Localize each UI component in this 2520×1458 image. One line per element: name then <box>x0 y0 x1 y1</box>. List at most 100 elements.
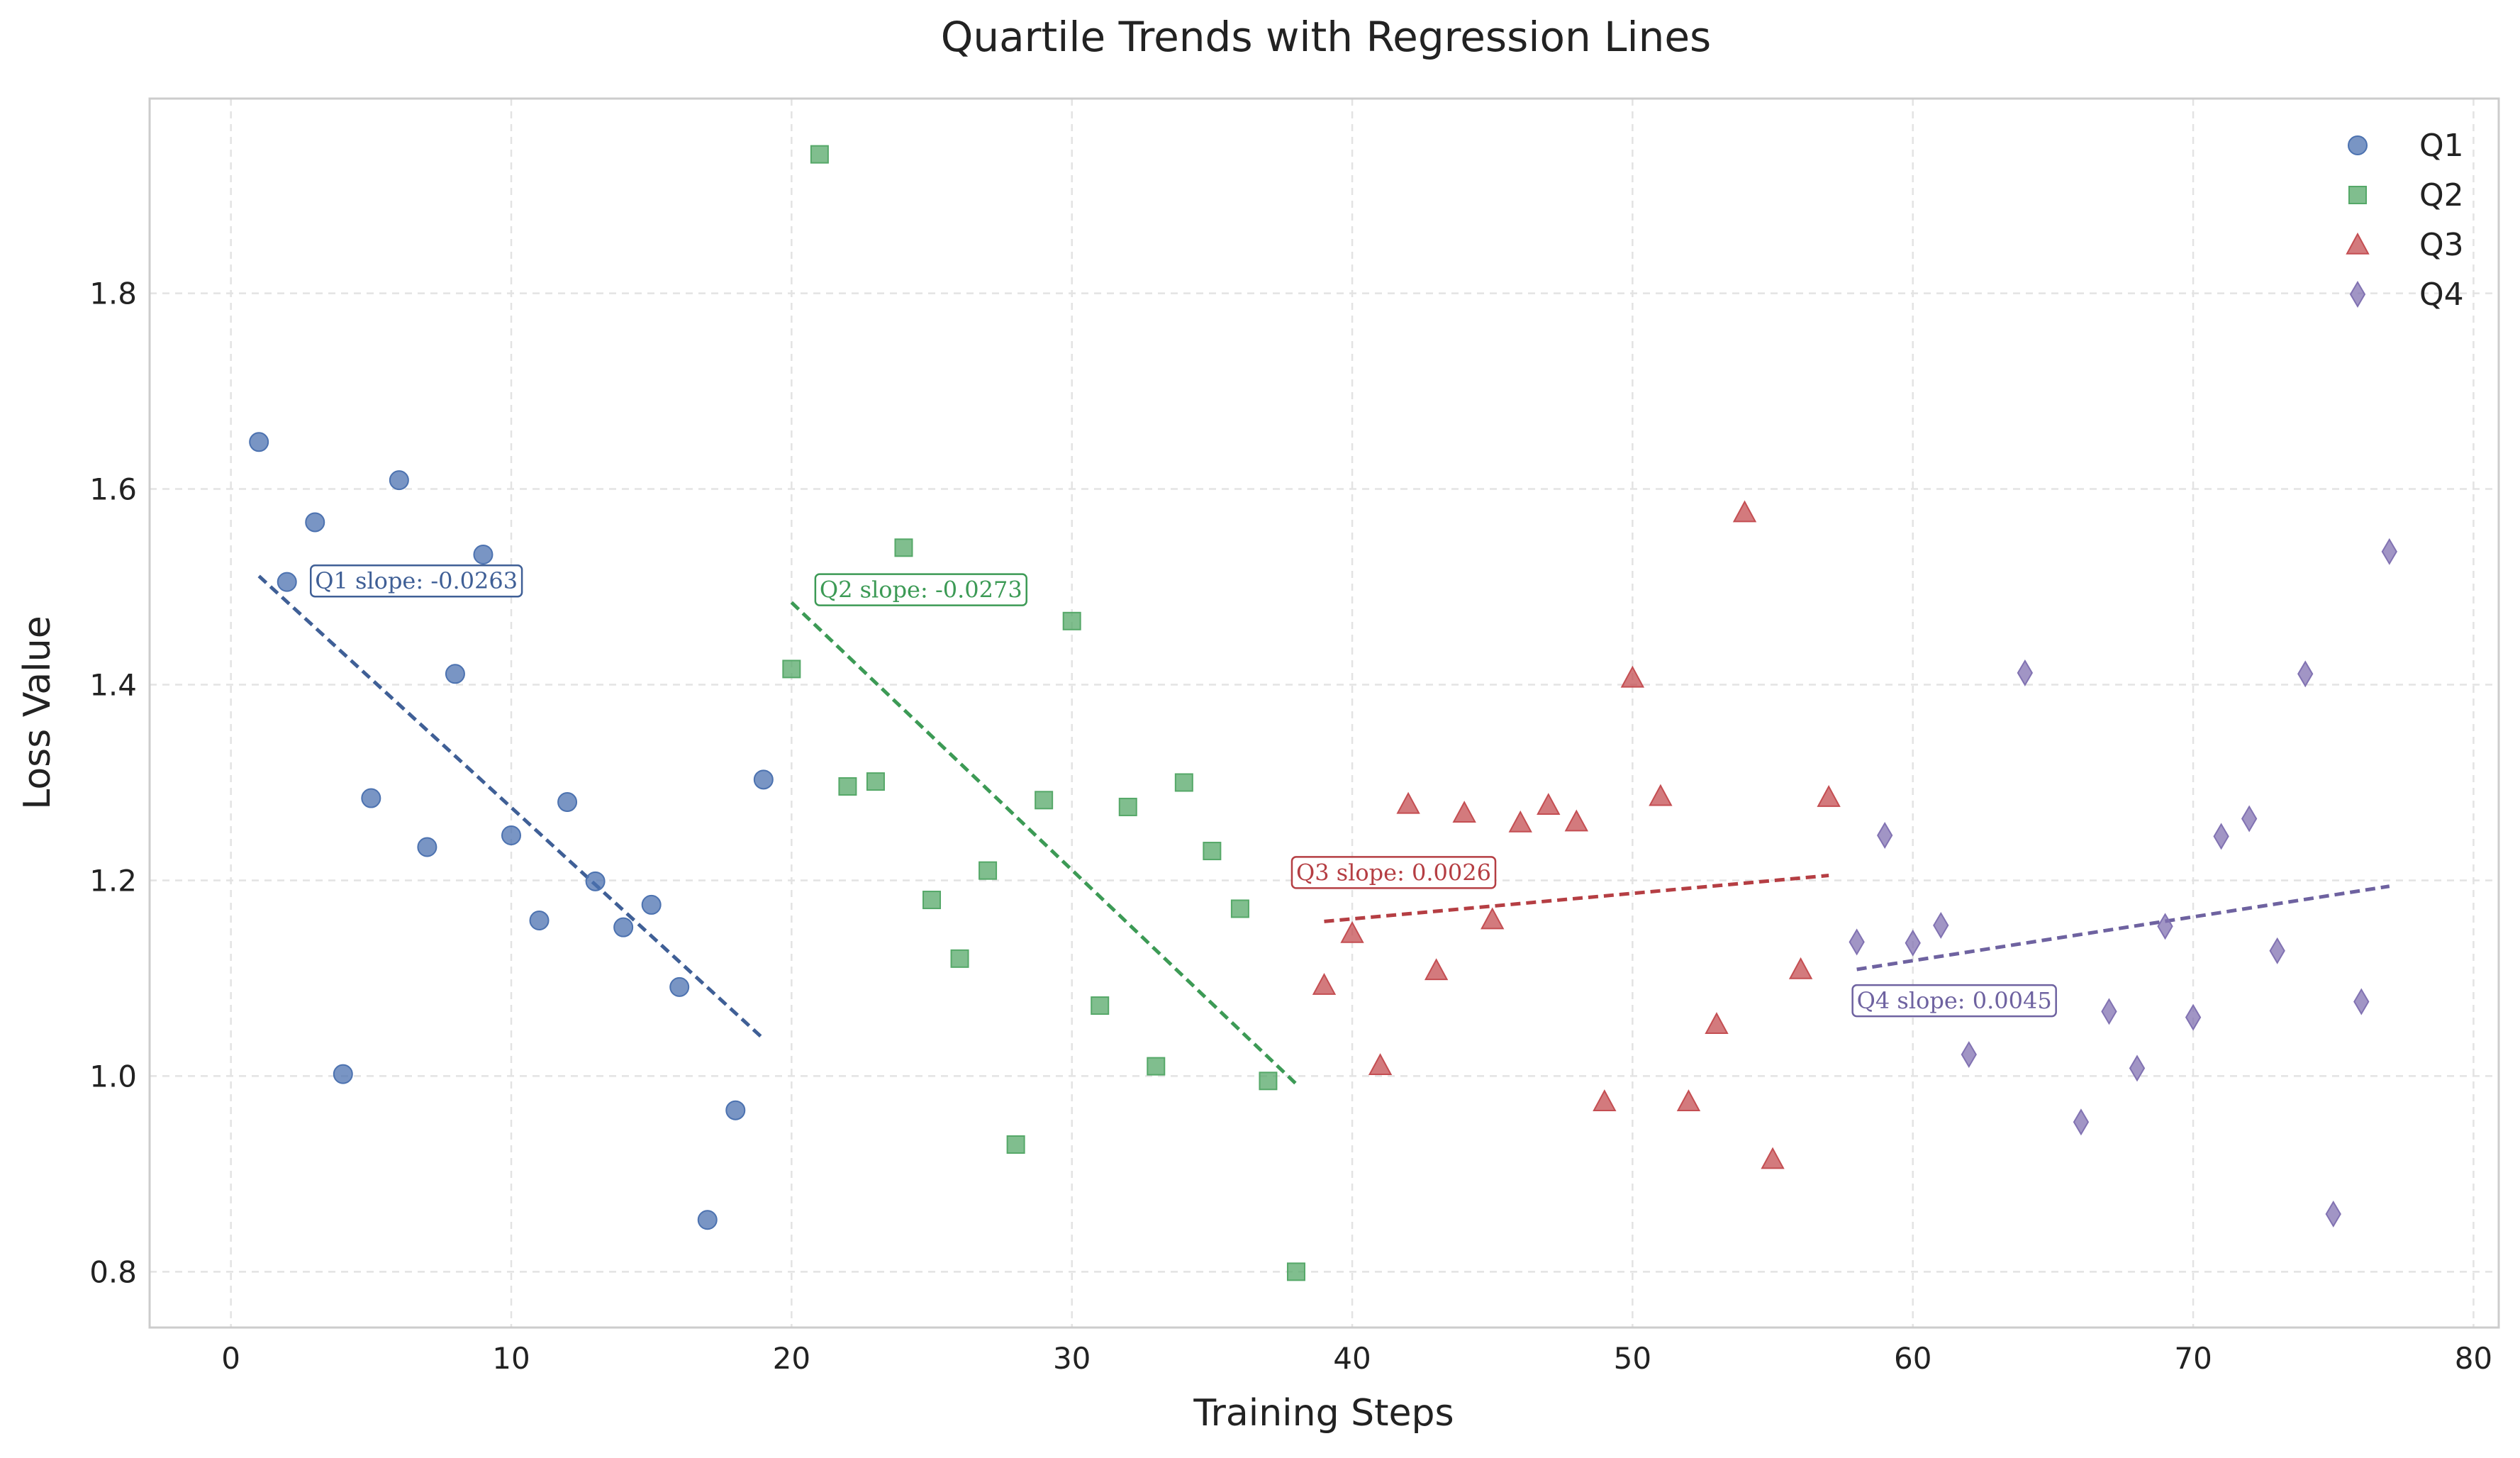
x-tick-label: 30 <box>1053 1341 1091 1376</box>
series-q4 <box>1849 538 2397 1228</box>
data-point-q1 <box>473 544 494 564</box>
x-tick-label: 60 <box>1894 1341 1931 1376</box>
series-q3 <box>1312 500 1841 1169</box>
y-tick-label: 1.8 <box>89 277 137 311</box>
data-point-q2 <box>1203 842 1222 861</box>
data-point-q1 <box>557 792 578 813</box>
annotation-box <box>1851 984 2057 1018</box>
legend-marker-q1 <box>2348 135 2368 155</box>
annotation-text: Q4 slope: 0.0045 <box>1857 987 2052 1014</box>
data-point-q3 <box>1620 665 1645 688</box>
data-point-q2 <box>810 145 829 164</box>
data-point-q2 <box>1230 899 1249 918</box>
data-point-q3 <box>1732 500 1757 523</box>
x-tick-label: 0 <box>221 1341 240 1376</box>
data-point-q3 <box>1649 784 1673 806</box>
data-point-q4 <box>2101 998 2117 1025</box>
data-point-q2 <box>1091 996 1110 1015</box>
x-tick-label: 20 <box>773 1341 810 1376</box>
data-point-q4 <box>2157 913 2173 940</box>
x-axis-ticks: 0 10 20 30 40 50 60 70 80 <box>221 1341 2492 1376</box>
data-point-q2 <box>1286 1262 1305 1281</box>
legend-marker-q3 <box>2346 232 2370 255</box>
data-point-q3 <box>1481 907 1505 930</box>
data-point-q1 <box>445 664 465 684</box>
y-tick-label: 1.4 <box>89 667 137 702</box>
legend: Q1 Q2 Q3 Q4 <box>2346 128 2464 313</box>
data-point-q2 <box>838 777 857 796</box>
y-tick-label: 1.6 <box>89 472 137 507</box>
data-point-q3 <box>1340 920 1364 943</box>
legend-item-q3: Q3 <box>2346 227 2464 263</box>
y-tick-label: 1.2 <box>89 863 137 898</box>
data-point-q3 <box>1705 1012 1729 1035</box>
data-point-q3 <box>1452 801 1476 823</box>
legend-marker-q2 <box>2348 186 2367 204</box>
data-point-q2 <box>1006 1135 1025 1154</box>
data-point-q4 <box>2325 1200 2341 1228</box>
data-point-q1 <box>669 976 690 997</box>
legend-item-q1: Q1 <box>2348 128 2464 164</box>
data-point-q4 <box>2073 1108 2090 1136</box>
data-point-q3 <box>1817 785 1841 807</box>
data-point-q2 <box>979 861 998 880</box>
x-tick-label: 40 <box>1333 1341 1371 1376</box>
annotation-text: Q1 slope: -0.0263 <box>315 567 518 594</box>
regression-line-q2 <box>790 601 1298 1086</box>
slope-annotation-q3: Q3 slope: 0.0026 <box>1290 856 1497 889</box>
data-point-q2 <box>894 538 913 557</box>
data-point-q4 <box>1849 928 1865 956</box>
data-point-q2 <box>866 772 885 791</box>
data-point-q4 <box>1877 821 1893 849</box>
data-point-q2 <box>1147 1057 1166 1076</box>
data-points <box>249 145 2397 1281</box>
data-point-q2 <box>1174 773 1193 792</box>
data-point-q1 <box>361 788 381 808</box>
chart-title: Quartile Trends with Regression Lines <box>941 13 1712 61</box>
legend-marker-q4 <box>2349 281 2366 308</box>
y-tick-label: 0.8 <box>89 1254 137 1289</box>
regression-line-q1 <box>257 574 765 1040</box>
data-point-q3 <box>1676 1089 1701 1112</box>
data-point-q2 <box>1035 791 1054 810</box>
data-point-q3 <box>1564 809 1588 832</box>
data-point-q3 <box>1788 957 1813 979</box>
data-point-q3 <box>1593 1089 1617 1112</box>
data-point-q3 <box>1508 810 1532 833</box>
annotation-box <box>1290 856 1497 889</box>
data-point-q1 <box>613 917 634 937</box>
slope-annotations: Q1 slope: -0.0263 Q2 slope: -0.0273 Q3 slo… <box>310 564 2057 1018</box>
legend-label: Q1 <box>2419 128 2464 164</box>
plot-frame <box>148 97 2500 1329</box>
data-point-q1 <box>417 837 437 857</box>
data-point-q3 <box>1424 958 1449 981</box>
slope-annotation-q4: Q4 slope: 0.0045 <box>1851 984 2057 1018</box>
data-point-q4 <box>2185 1003 2202 1031</box>
data-point-q2 <box>1259 1072 1278 1091</box>
data-point-q4 <box>1933 911 1949 939</box>
slope-annotation-q1: Q1 slope: -0.0263 <box>310 564 523 598</box>
data-point-q1 <box>725 1100 746 1120</box>
annotation-text: Q3 slope: 0.0026 <box>1296 859 1491 886</box>
data-point-q1 <box>753 769 774 790</box>
data-point-q1 <box>277 572 297 592</box>
annotation-box <box>814 573 1027 606</box>
data-point-q3 <box>1396 791 1420 814</box>
data-point-q4 <box>2381 538 2397 565</box>
legend-label: Q4 <box>2419 277 2464 313</box>
annotation-box <box>310 564 523 598</box>
grid <box>150 99 2499 1328</box>
data-point-q4 <box>1905 929 1921 957</box>
series-q1 <box>249 432 774 1230</box>
data-point-q1 <box>697 1210 718 1230</box>
regression-line-q3 <box>1324 874 1829 923</box>
legend-item-q2: Q2 <box>2348 177 2464 213</box>
x-tick-label: 10 <box>492 1341 530 1376</box>
data-point-q3 <box>1312 972 1337 995</box>
data-point-q4 <box>2213 823 2229 850</box>
y-axis-ticks: 0.8 1.0 1.2 1.4 1.6 1.8 <box>89 277 137 1290</box>
x-tick-label: 50 <box>1614 1341 1651 1376</box>
data-point-q2 <box>782 660 801 679</box>
data-point-q1 <box>501 825 521 845</box>
